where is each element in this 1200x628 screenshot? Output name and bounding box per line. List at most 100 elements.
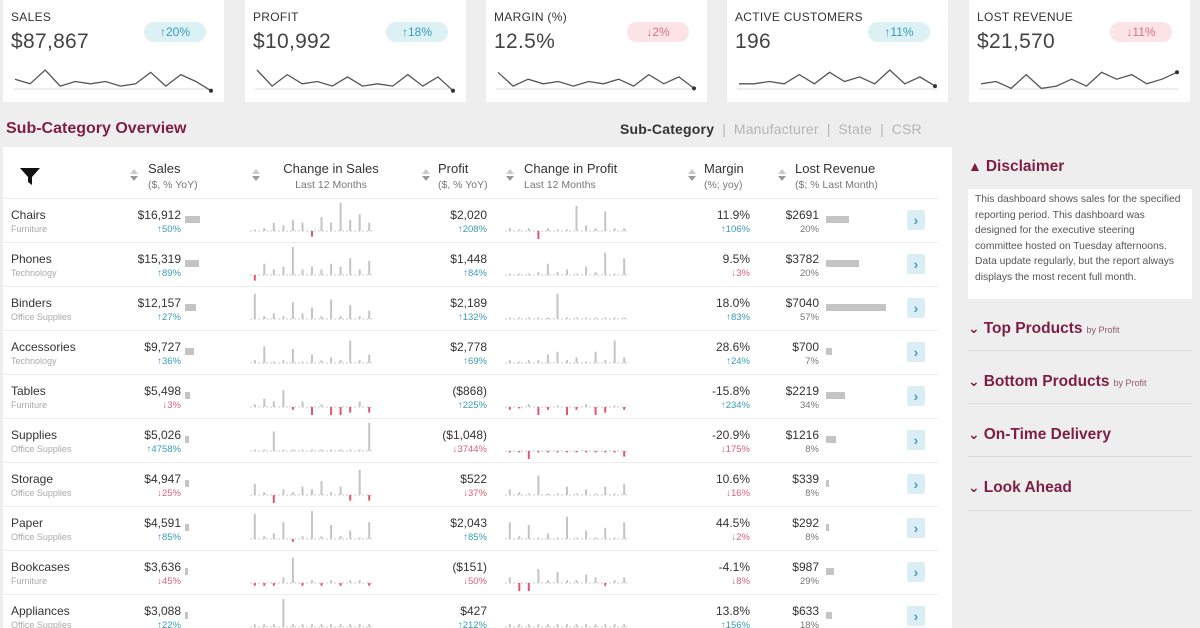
category-name: Paper	[11, 516, 44, 530]
category-name: Accessories	[11, 340, 76, 354]
spark-bar	[594, 228, 597, 231]
spark-bar	[330, 407, 333, 415]
spark-bar	[301, 361, 304, 363]
filter-icon[interactable]	[19, 167, 41, 187]
spark-bar	[537, 272, 540, 275]
column-header-change-in-profit[interactable]: Change in Profit Last 12 Months	[524, 161, 618, 191]
tab-sub-category[interactable]: Sub-Category	[620, 121, 715, 137]
spark-bar	[291, 407, 294, 410]
spark-bar	[546, 533, 549, 539]
sort-margin-icon[interactable]	[688, 169, 696, 185]
spark-bar	[330, 449, 333, 451]
arrow-down-icon: ↓	[1126, 25, 1133, 39]
column-header-margin[interactable]: Margin (%; yoy)	[704, 161, 744, 191]
spark-bar	[291, 302, 294, 319]
spark-bar	[253, 404, 256, 407]
spark-bar	[527, 404, 530, 407]
column-header-lost-revenue[interactable]: Lost Revenue ($; % Last Month)	[795, 161, 878, 191]
spark-bar	[575, 317, 578, 319]
spark-bar	[604, 252, 607, 275]
kpi-change-badge: ↓2%	[627, 22, 689, 42]
chevron-right-icon: ›	[913, 608, 919, 624]
spark-bar	[537, 569, 540, 583]
sort-lost-revenue-icon[interactable]	[778, 169, 786, 185]
row-detail-button[interactable]: ›	[907, 606, 925, 626]
spark-bar	[556, 537, 559, 539]
arrow-down-icon: ↓	[463, 488, 468, 499]
margin-change: ↑24%	[726, 356, 750, 367]
spark-bar	[623, 357, 626, 363]
spark-bar	[575, 537, 578, 539]
sort-change-sales-icon[interactable]	[252, 169, 260, 185]
spark-bar	[623, 624, 626, 627]
tab-csr[interactable]: CSR	[891, 121, 922, 137]
spark-bar	[291, 557, 294, 583]
kpi-card-lost-revenue: LOST REVENUE $21,570 ↓11%	[969, 0, 1190, 102]
spark-bar	[301, 624, 304, 627]
spark-bar	[527, 624, 530, 627]
lost-revenue-bar	[826, 260, 859, 267]
sort-profit-icon[interactable]	[422, 169, 430, 185]
spark-bar	[556, 351, 559, 363]
spark-bar	[518, 317, 521, 319]
column-header-change-in-sales[interactable]: Change in Sales Last 12 Months	[283, 161, 379, 191]
arrow-up-icon: ↑	[463, 268, 468, 279]
on-time-delivery-section[interactable]: ⌄ On-Time Delivery	[968, 426, 1192, 457]
category-segment: Office Supplies	[11, 532, 72, 542]
lost-revenue-value: $292	[792, 516, 819, 530]
sales-value: $5,498	[144, 384, 181, 398]
sales-bar	[185, 436, 189, 443]
look-ahead-section[interactable]: ⌄ Look Ahead	[968, 479, 1192, 511]
spark-bar	[330, 263, 333, 275]
sales-value: $3,636	[144, 560, 181, 574]
row-detail-button[interactable]: ›	[907, 518, 925, 538]
spark-bar	[263, 536, 266, 539]
kpi-sparkline	[13, 69, 213, 93]
spark-bar	[518, 407, 521, 409]
bottom-products-section[interactable]: ⌄ Bottom Products by Profit	[968, 373, 1192, 404]
arrow-up-icon: ↑	[157, 532, 162, 543]
lost-revenue-bar	[826, 216, 849, 223]
spark-bar	[508, 273, 511, 275]
kpi-value: $87,867	[11, 30, 90, 53]
margin-value: 28.6%	[715, 340, 750, 354]
chevron-right-icon: ›	[913, 432, 919, 448]
spark-bar	[613, 624, 616, 627]
profit-change: ↑132%	[457, 312, 487, 323]
arrow-up-icon: ↑	[159, 25, 166, 39]
sales-trend-sparkline	[250, 390, 374, 415]
tab-manufacturer[interactable]: Manufacturer	[733, 121, 819, 137]
margin-change: ↑234%	[720, 400, 750, 411]
sort-change-profit-icon[interactable]	[506, 169, 514, 185]
disclaimer-header[interactable]: ▲ Disclaimer	[968, 158, 1065, 175]
row-detail-button[interactable]: ›	[907, 562, 925, 582]
sort-sales-icon[interactable]	[130, 169, 138, 185]
spark-bar	[594, 577, 597, 583]
row-detail-button[interactable]: ›	[907, 210, 925, 230]
tab-state[interactable]: State	[838, 121, 873, 137]
row-detail-button[interactable]: ›	[907, 430, 925, 450]
section-title: Sub-Category Overview	[6, 120, 187, 137]
spark-bar	[358, 624, 361, 627]
kpi-value: 12.5%	[494, 30, 556, 53]
spark-bar	[349, 407, 352, 413]
sales-trend-sparkline	[250, 557, 374, 586]
row-detail-button[interactable]: ›	[907, 342, 925, 362]
arrow-down-icon: ↓	[731, 268, 737, 279]
row-detail-button[interactable]: ›	[907, 298, 925, 318]
spark-bar	[623, 483, 626, 495]
arrow-down-icon: ↓	[452, 444, 458, 455]
column-header-sales[interactable]: Sales ($, % YoY)	[148, 161, 198, 191]
spark-bar	[311, 354, 313, 363]
profit-change: ↑84%	[463, 268, 487, 279]
row-detail-button[interactable]: ›	[907, 254, 925, 274]
spark-bar	[518, 451, 521, 453]
spark-bar	[282, 522, 285, 539]
chevron-right-icon: ›	[913, 300, 919, 316]
row-detail-button[interactable]: ›	[907, 386, 925, 406]
sales-trend-sparkline	[250, 247, 374, 281]
row-detail-button[interactable]: ›	[907, 474, 925, 494]
column-header-profit[interactable]: Profit ($, % YoY)	[438, 161, 488, 191]
spark-bar	[330, 357, 333, 363]
top-products-section[interactable]: ⌄ Top Products by Profit	[968, 320, 1192, 351]
